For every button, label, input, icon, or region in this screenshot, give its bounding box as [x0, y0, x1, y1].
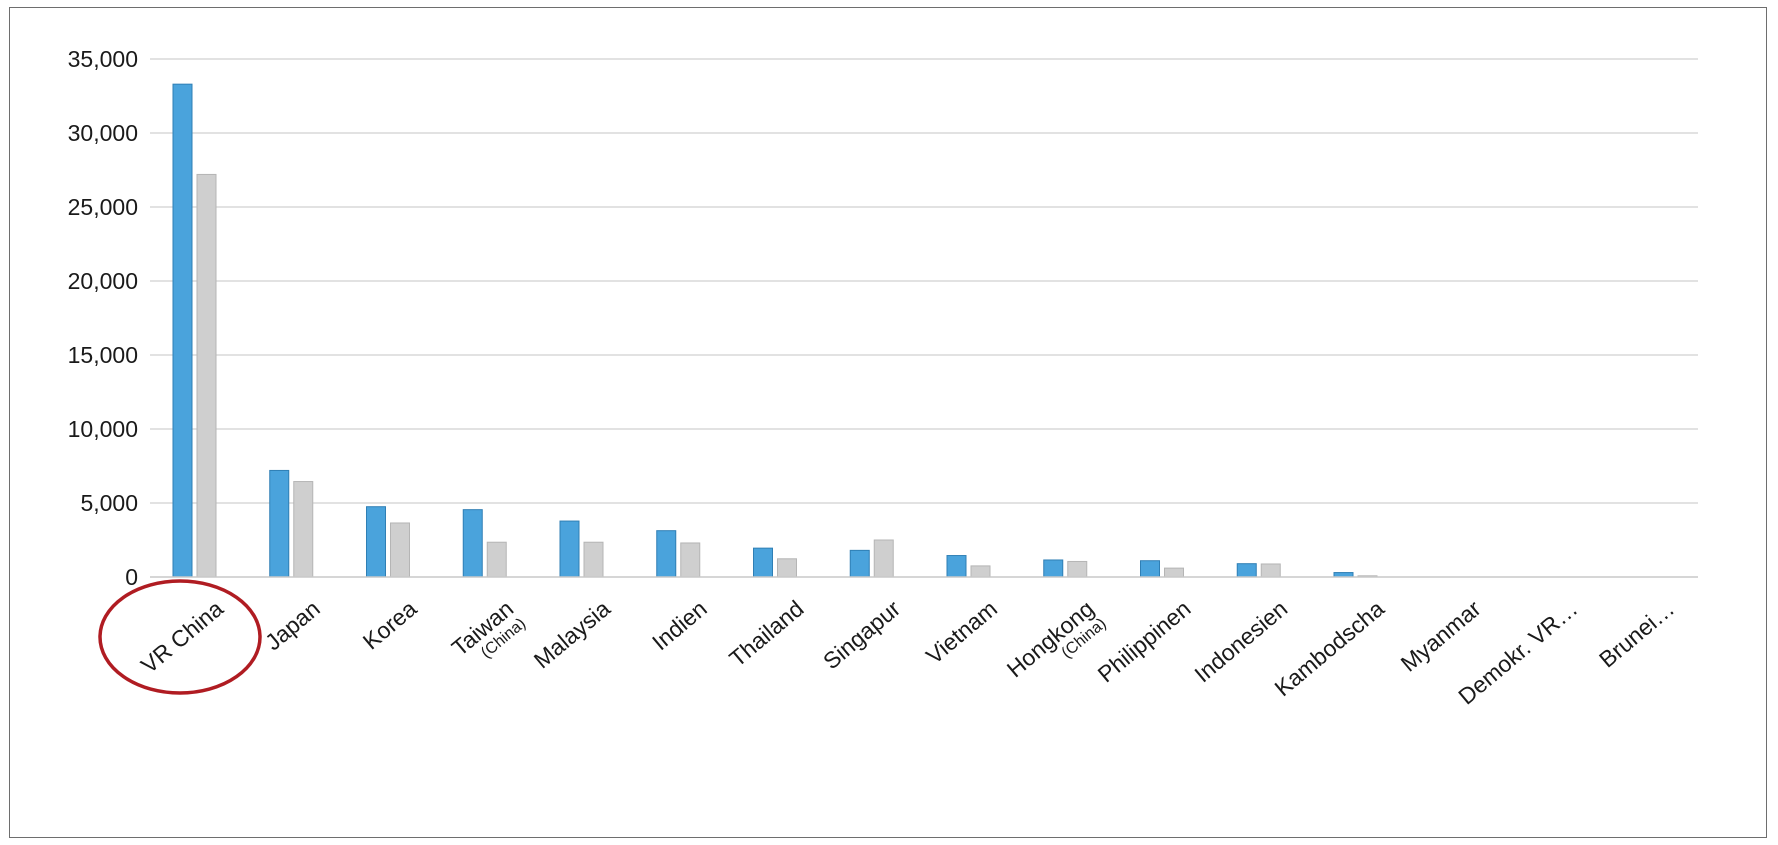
- bar-series-1-2: [366, 506, 386, 578]
- bar-series-1-9: [1043, 559, 1064, 578]
- bar-series-2-7: [873, 539, 894, 578]
- x-category-label: Singapur: [818, 595, 906, 674]
- bar-series-1-10: [1140, 560, 1160, 578]
- x-category-label-group: Thailand: [724, 595, 808, 672]
- x-axis-category-labels: VR China Japan Korea Taiwan(China) Malaysia I…: [136, 595, 1679, 710]
- bar-series-1-3: [462, 509, 483, 578]
- bar-chart: 0 5,000 10,000 15,000 20,000 25,000 30,000 35,0…: [68, 46, 1698, 710]
- bar-series-1-1: [269, 469, 290, 578]
- x-category-label: Vietnam: [921, 595, 1002, 669]
- y-axis-tick-labels: 0 5,000 10,000 15,000 20,000 25,000 30,000 35,0…: [68, 46, 138, 590]
- x-category-label-group: Vietnam: [921, 595, 1002, 669]
- y-tick-label: 25,000: [68, 194, 138, 220]
- x-category-label-group: Hongkong(China): [1002, 595, 1110, 682]
- y-tick-label: 5,000: [80, 490, 138, 516]
- x-category-label-group: Malaysia: [529, 595, 615, 673]
- bar-series-1-5: [656, 530, 677, 578]
- x-category-label-group: Indien: [647, 595, 712, 655]
- y-tick-label: 0: [125, 564, 138, 590]
- x-category-label-group: Myanmar: [1396, 595, 1486, 677]
- bar-series-2-2: [390, 522, 410, 578]
- bar-series-2-1: [293, 481, 314, 578]
- bar-series-2-3: [486, 541, 507, 578]
- bar-series-2-9: [1067, 560, 1088, 578]
- bar-series-1-4: [559, 520, 580, 578]
- x-category-label: Philippinen: [1093, 595, 1196, 687]
- x-category-label-group: Indonesien: [1189, 595, 1292, 687]
- x-category-label: Malaysia: [529, 595, 615, 673]
- bars: [172, 83, 1378, 578]
- y-tick-label: 20,000: [68, 268, 138, 294]
- y-tick-label: 30,000: [68, 120, 138, 146]
- x-category-label: Thailand: [724, 595, 808, 672]
- bar-series-2-11: [1260, 563, 1281, 578]
- gridlines: [150, 58, 1698, 504]
- bar-series-2-8: [970, 565, 991, 578]
- bar-series-1-11: [1236, 563, 1257, 578]
- x-category-label-group: Taiwan(China): [447, 595, 529, 662]
- bar-series-1-6: [753, 547, 773, 578]
- x-category-label-group: Japan: [260, 595, 325, 655]
- x-category-label-group: Brunei…: [1594, 595, 1679, 672]
- x-category-label-group: Singapur: [818, 595, 906, 674]
- bar-series-1-8: [946, 555, 967, 578]
- x-category-label: Myanmar: [1396, 595, 1486, 677]
- bar-series-1-0: [172, 83, 193, 578]
- x-category-label-group: Philippinen: [1093, 595, 1196, 687]
- bar-series-2-0: [196, 173, 217, 578]
- y-tick-label: 35,000: [68, 46, 138, 72]
- y-tick-label: 15,000: [68, 342, 138, 368]
- chart-frame: 0 5,000 10,000 15,000 20,000 25,000 30,000 35,0…: [9, 7, 1767, 838]
- x-category-label: Korea: [358, 595, 422, 655]
- x-category-label: Brunei…: [1594, 595, 1679, 672]
- bar-series-1-7: [849, 549, 870, 578]
- x-category-label: Japan: [260, 595, 325, 655]
- highlight-circle: [98, 579, 262, 695]
- bar-series-2-4: [583, 541, 604, 578]
- x-category-label-group: VR China: [136, 595, 228, 678]
- x-category-label: Indonesien: [1189, 595, 1292, 687]
- x-category-label-group: Korea: [358, 595, 422, 655]
- bar-series-2-10: [1164, 567, 1184, 578]
- y-tick-label: 10,000: [68, 416, 138, 442]
- x-category-label: Indien: [647, 595, 712, 655]
- x-category-label: VR China: [136, 595, 228, 678]
- bar-series-2-5: [680, 542, 701, 578]
- bar-series-2-6: [777, 558, 797, 578]
